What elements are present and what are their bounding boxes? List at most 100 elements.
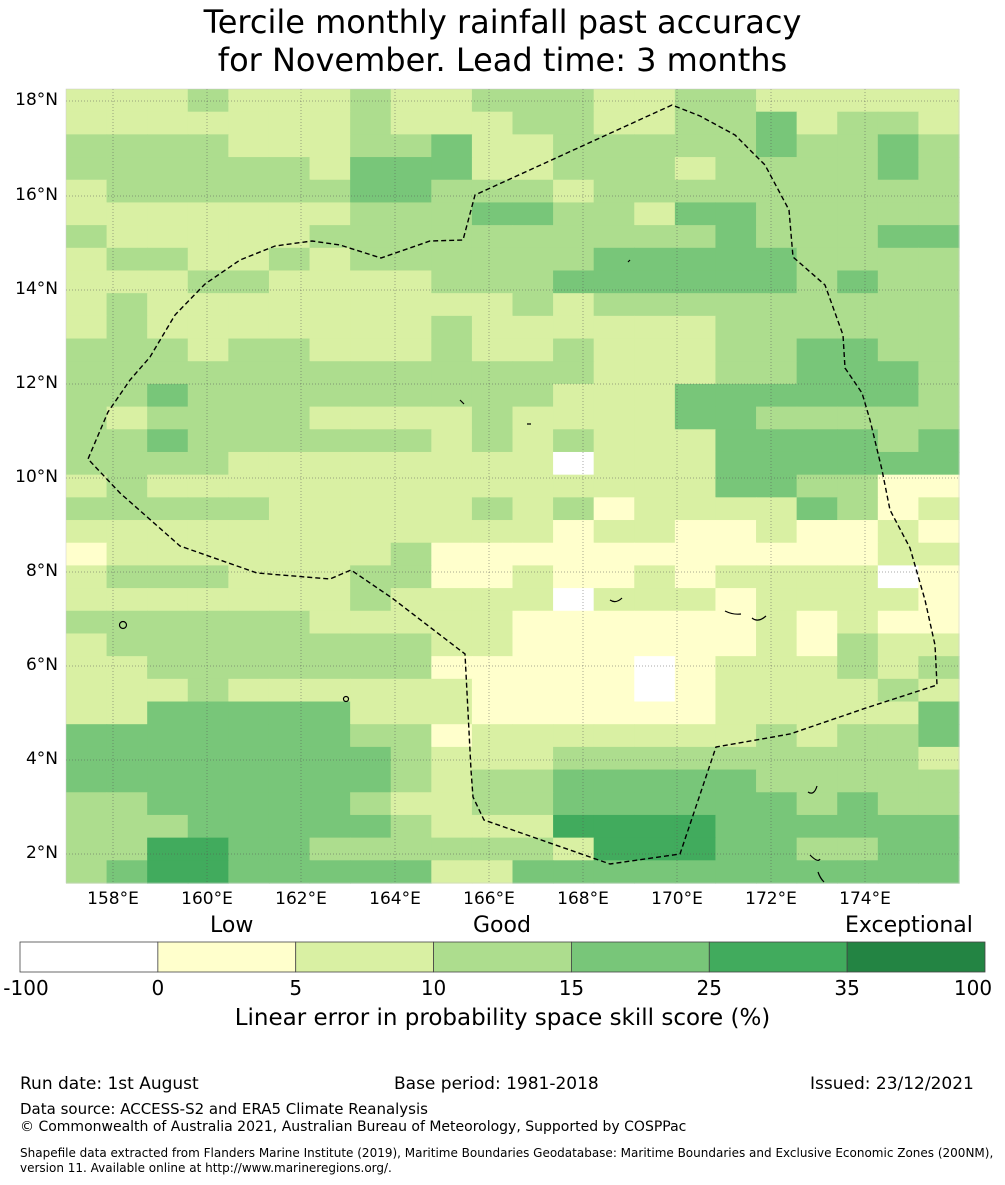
grid-cell (715, 202, 757, 226)
grid-cell (512, 474, 554, 498)
grid-cell (715, 383, 757, 408)
grid-cell (756, 293, 798, 317)
grid-cell (471, 701, 514, 725)
grid-cell (918, 542, 960, 566)
grid-cell (431, 270, 473, 294)
grid-cell (512, 247, 554, 272)
grid-cell (674, 724, 717, 748)
grid-cell (228, 565, 270, 589)
grid-cell (66, 769, 108, 793)
grid-cell (350, 134, 392, 158)
grid-cell (66, 701, 108, 725)
grid-cell (431, 293, 473, 317)
colorbar-segment (708, 941, 848, 973)
grid-cell (350, 225, 392, 249)
grid-cell (187, 202, 229, 226)
grid-cell (309, 656, 351, 680)
grid-cell (350, 746, 392, 771)
grid-cell (309, 451, 351, 476)
grid-cell (66, 225, 108, 249)
grid-cell (66, 656, 108, 680)
grid-cell (918, 157, 960, 181)
grid-cell (228, 497, 270, 521)
grid-cell (309, 293, 351, 317)
grid-cell (674, 701, 717, 725)
grid-cell (634, 89, 676, 113)
grid-cell (634, 542, 676, 566)
grid-cell (471, 610, 514, 635)
grid-cell (147, 610, 189, 635)
grid-cell (431, 610, 473, 635)
grid-cell (106, 225, 148, 249)
grid-cell (106, 769, 148, 793)
island (807, 785, 818, 794)
grid-cell (390, 202, 432, 226)
grid-cell (512, 701, 554, 725)
grid-cell (390, 769, 432, 793)
grid-cell (106, 610, 148, 635)
grid-cell (756, 247, 798, 272)
grid-cell (837, 429, 879, 453)
grid-cell (634, 451, 676, 476)
grid-cell (390, 111, 432, 135)
grid-cell (228, 429, 270, 453)
grid-cell (309, 678, 351, 703)
longitude-label: 162°E (275, 889, 327, 909)
grid-cell (512, 588, 554, 612)
grid-cell (593, 588, 635, 612)
grid-cell (187, 656, 229, 680)
grid-cell (796, 837, 838, 861)
grid-cell (593, 157, 635, 181)
grid-cell (187, 678, 229, 703)
grid-cell (674, 474, 717, 498)
grid-cell (512, 792, 554, 816)
grid-cell (918, 202, 960, 226)
longitude-label: 172°E (745, 889, 797, 909)
grid-cell (918, 678, 960, 703)
grid-cell (268, 111, 311, 135)
grid-cell (268, 588, 311, 612)
grid-cell (106, 202, 148, 226)
grid-cell (553, 520, 595, 544)
grid-cell (187, 860, 229, 884)
grid-cell (512, 315, 554, 340)
grid-cell (837, 520, 879, 544)
grid-cell (674, 678, 717, 703)
grid-cell (431, 89, 473, 113)
grid-cell (309, 610, 351, 635)
grid-cell (715, 520, 757, 544)
grid-cell (66, 157, 108, 181)
grid-cell (228, 656, 270, 680)
grid-cell (837, 383, 879, 408)
grid-cell (877, 157, 920, 181)
grid-cell (512, 179, 554, 204)
grid-cell (471, 656, 514, 680)
grid-cell (390, 270, 432, 294)
grid-cell (553, 134, 595, 158)
grid-cell (674, 247, 717, 272)
grid-cell (390, 247, 432, 272)
grid-cell (187, 497, 229, 521)
grid-cell (228, 225, 270, 249)
grid-cell (147, 157, 189, 181)
grid-cell (634, 746, 676, 771)
grid-cell (593, 542, 635, 566)
colorbar-label-exceptional: Exceptional (845, 913, 973, 938)
chart-title-line1: Tercile monthly rainfall past accuracy (203, 3, 802, 41)
grid-cell (390, 520, 432, 544)
base-period: Base period: 1981-2018 (394, 1074, 599, 1094)
grid-cell (553, 247, 595, 272)
grid-cell (471, 588, 514, 612)
grid-cell (715, 270, 757, 294)
grid-cell (431, 837, 473, 861)
grid-cell (634, 338, 676, 362)
grid-cell (268, 474, 311, 498)
grid-cell (553, 633, 595, 657)
grid-cell (106, 678, 148, 703)
grid-cell (553, 588, 595, 612)
grid-cell (471, 792, 514, 816)
grid-cell (593, 678, 635, 703)
grid-cell (715, 474, 757, 498)
grid-cell (309, 814, 351, 839)
grid-cell (877, 315, 920, 340)
